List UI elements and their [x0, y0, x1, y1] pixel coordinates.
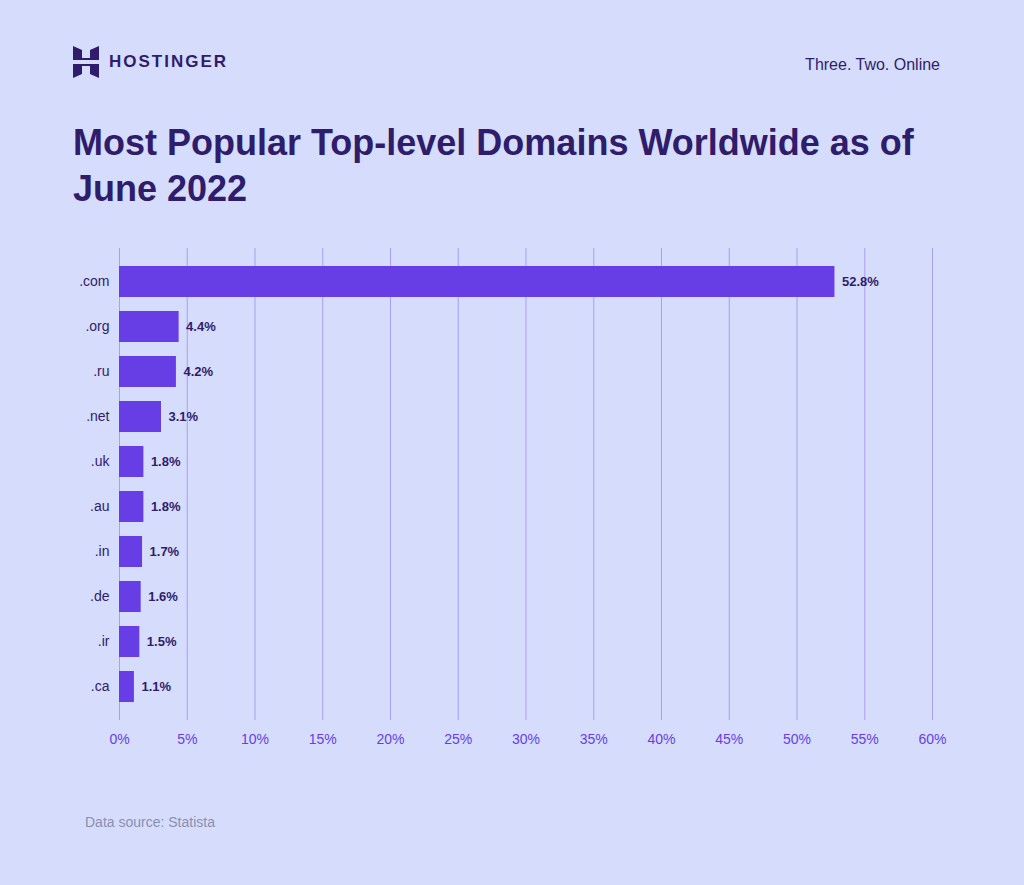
- svg-text:.ca: .ca: [91, 678, 110, 694]
- svg-text:1.8%: 1.8%: [151, 499, 181, 514]
- svg-text:.au: .au: [90, 498, 109, 514]
- svg-text:3.1%: 3.1%: [169, 409, 199, 424]
- svg-text:1.8%: 1.8%: [151, 454, 181, 469]
- svg-text:.uk: .uk: [91, 453, 111, 469]
- svg-text:60%: 60%: [918, 731, 946, 747]
- html-text:Most Popular Top-level Domains: Most Popular Top-level Domains Worldwide…: [73, 122, 914, 209]
- svg-text:4.4%: 4.4%: [186, 319, 216, 334]
- html-text:Data source: Statista: Data source: Statista: [85, 814, 215, 830]
- html-text:HOSTINGER: HOSTINGER: [109, 52, 229, 71]
- svg-text:52.8%: 52.8%: [842, 274, 879, 289]
- svg-text:10%: 10%: [241, 731, 269, 747]
- svg-text:4.2%: 4.2%: [183, 364, 213, 379]
- svg-text:30%: 30%: [512, 731, 540, 747]
- svg-text:25%: 25%: [444, 731, 472, 747]
- svg-text:.com: .com: [79, 273, 109, 289]
- svg-text:.in: .in: [95, 543, 110, 559]
- svg-text:40%: 40%: [647, 731, 675, 747]
- svg-text:50%: 50%: [783, 731, 811, 747]
- svg-text:1.1%: 1.1%: [141, 679, 171, 694]
- svg-text:45%: 45%: [715, 731, 743, 747]
- svg-text:1.6%: 1.6%: [148, 589, 178, 604]
- svg-text:.ir: .ir: [98, 633, 110, 649]
- html-text:Three. Two. Online: Three. Two. Online: [805, 56, 940, 73]
- svg-text:.de: .de: [90, 588, 110, 604]
- svg-text:.net: .net: [86, 408, 109, 424]
- svg-text:.org: .org: [85, 318, 109, 334]
- svg-text:1.7%: 1.7%: [150, 544, 180, 559]
- svg-text:5%: 5%: [177, 731, 197, 747]
- svg-text:20%: 20%: [376, 731, 404, 747]
- svg-text:.ru: .ru: [93, 363, 109, 379]
- svg-text:35%: 35%: [580, 731, 608, 747]
- svg-text:15%: 15%: [309, 731, 337, 747]
- svg-text:1.5%: 1.5%: [147, 634, 177, 649]
- svg-text:55%: 55%: [851, 731, 879, 747]
- svg-text:0%: 0%: [109, 731, 129, 747]
